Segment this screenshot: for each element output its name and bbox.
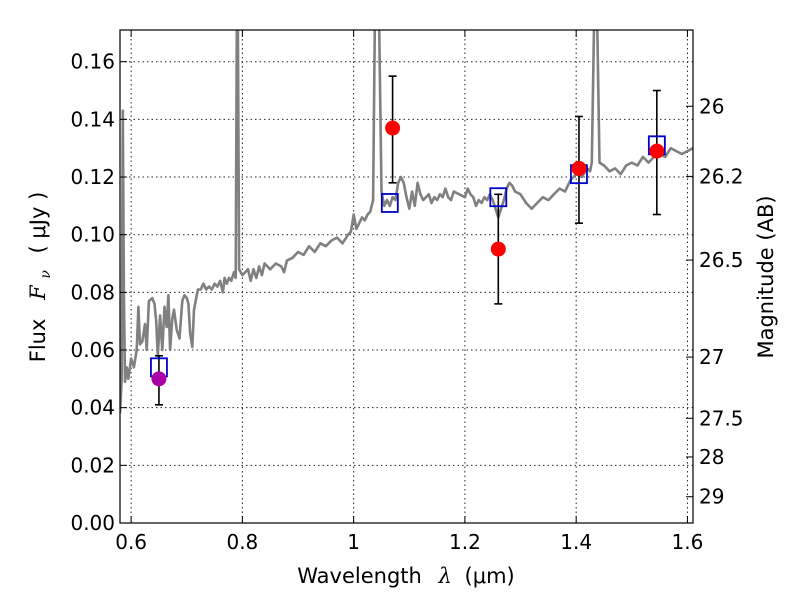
y2-axis-label: Magnitude (AB)	[754, 195, 778, 358]
y-axis-label: Flux F ν ( μJy )	[26, 192, 55, 363]
y-tick-label: 0.10	[70, 223, 115, 247]
y2-tick-label: 26.5	[699, 248, 744, 272]
y2-tick-label: 26.2	[699, 164, 744, 188]
data-point	[571, 160, 587, 176]
y-axis-label-text: Flux	[26, 319, 50, 363]
x-axis-label-symbol: λ	[438, 564, 452, 588]
y2-tick-label: 29	[699, 485, 724, 509]
data-point	[649, 143, 665, 159]
y-tick-label: 0.04	[70, 396, 115, 420]
y-axis-label-symbol: F	[26, 284, 50, 301]
x-axis-label-unit: (μm)	[465, 564, 515, 588]
y-tick-label: 0.02	[70, 453, 115, 477]
plot-area	[120, 30, 693, 414]
x-tick-label: 1	[347, 530, 360, 554]
y-tick-label: 0.16	[70, 50, 115, 74]
y2-tick-label: 27	[699, 345, 724, 369]
data-point	[490, 241, 506, 257]
x-axis-label-text: Wavelength	[297, 564, 422, 588]
y-tick-label: 0.12	[70, 165, 115, 189]
y-tick-label: 0.14	[70, 107, 115, 131]
axis-ticks: 0.6 0.8 1 1.2 1.4 1.6 0.00 0.02 0.04 0.06 0.08 0.10…	[70, 30, 744, 554]
y2-tick-label: 26	[699, 94, 724, 118]
y-tick-label: 0.00	[70, 511, 115, 535]
x-tick-label: 1.6	[672, 530, 704, 554]
spectrum-line	[120, 30, 693, 414]
grid-lines	[120, 30, 693, 524]
x-axis-label: Wavelength λ (μm)	[297, 564, 514, 588]
x-tick-label: 1.4	[560, 530, 592, 554]
y-axis-label-subscript: ν	[38, 270, 54, 279]
x-tick-label: 0.8	[226, 530, 258, 554]
data-point	[151, 371, 167, 387]
y-tick-label: 0.08	[70, 280, 115, 304]
y2-tick-label: 28	[699, 445, 724, 469]
x-tick-label: 1.2	[449, 530, 481, 554]
model-box-marker	[489, 187, 508, 208]
data-point	[385, 120, 401, 136]
x-tick-label: 0.6	[115, 530, 147, 554]
y2-tick-label: 27.5	[699, 406, 744, 430]
y-axis-label-unit: ( μJy )	[26, 192, 50, 254]
plot-frame	[119, 29, 694, 524]
model-box-marker	[380, 193, 399, 213]
y-tick-label: 0.06	[70, 338, 115, 362]
